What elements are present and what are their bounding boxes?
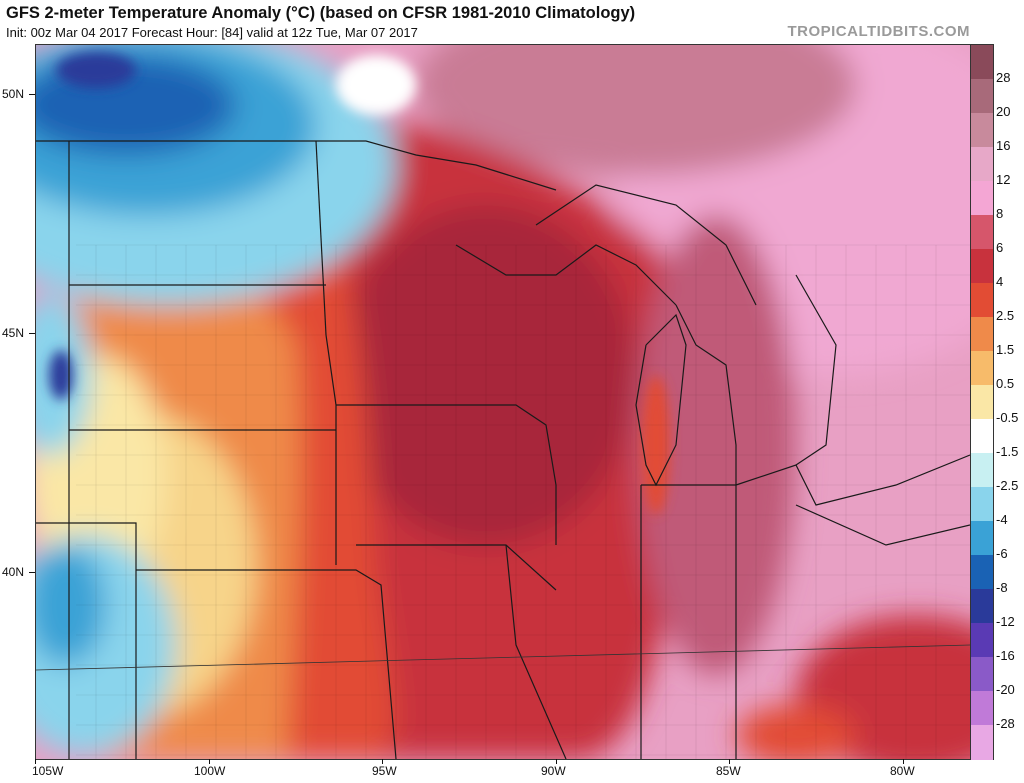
colorbar-label: 6 — [996, 240, 1004, 255]
lat-label-40n: 40N — [2, 565, 25, 579]
colorbar-segment — [971, 453, 993, 488]
colorbar-label: 12 — [996, 172, 1011, 187]
colorbar-label: -0.5 — [996, 410, 1019, 425]
colorbar-segment — [971, 147, 993, 182]
lon-tick — [903, 759, 904, 764]
lon-tick — [729, 759, 730, 764]
colorbar-label: -6 — [996, 546, 1008, 561]
colorbar-label: 2.5 — [996, 308, 1015, 323]
colorbar-label: -2.5 — [996, 478, 1019, 493]
lat-tick — [29, 572, 35, 573]
lon-tick — [35, 759, 36, 764]
colorbar-label: -1.5 — [996, 444, 1019, 459]
colorbar-label: 16 — [996, 138, 1011, 153]
lon-tick — [556, 759, 557, 764]
colorbar-label: 0.5 — [996, 376, 1015, 391]
map-area — [35, 44, 971, 760]
colorbar-segment — [971, 725, 993, 760]
lon-label-100w: 100W — [194, 764, 226, 778]
colorbar-segment — [971, 45, 993, 80]
header: GFS 2-meter Temperature Anomaly (°C) (ba… — [0, 0, 1024, 44]
lon-tick — [382, 759, 383, 764]
lat-label-50n: 50N — [2, 87, 25, 101]
colorbar-segment — [971, 419, 993, 454]
colorbar-segment — [971, 691, 993, 726]
colorbar-segment — [971, 283, 993, 318]
colorbar-label: 4 — [996, 274, 1004, 289]
colorbar-segment — [971, 657, 993, 692]
colorbar-segment — [971, 555, 993, 590]
lon-label-105w: 105W — [32, 764, 64, 778]
colorbar-segment — [971, 317, 993, 352]
colorbar-segment — [971, 181, 993, 216]
colorbar-label: 20 — [996, 104, 1011, 119]
colorbar-label: 28 — [996, 70, 1011, 85]
lon-label-80w: 80W — [890, 764, 915, 778]
colorbar-segment — [971, 487, 993, 522]
colorbar — [970, 44, 994, 760]
map-title: GFS 2-meter Temperature Anomaly (°C) (ba… — [6, 4, 636, 22]
colorbar-label: -28 — [996, 716, 1015, 731]
map-subtitle: Init: 00z Mar 04 2017 Forecast Hour: [84… — [6, 25, 418, 40]
lat-tick — [29, 94, 35, 95]
lat-tick — [29, 333, 35, 334]
colorbar-segment — [971, 215, 993, 250]
lon-label-95w: 95W — [372, 764, 397, 778]
colorbar-label: 1.5 — [996, 342, 1015, 357]
brand-watermark: TROPICALTIDBITS.COM — [787, 23, 970, 40]
colorbar-segment — [971, 249, 993, 284]
colorbar-segment — [971, 79, 993, 114]
colorbar-label: -12 — [996, 614, 1015, 629]
colorbar-label: -20 — [996, 682, 1015, 697]
lat-label-45n: 45N — [2, 326, 25, 340]
colorbar-segment — [971, 589, 993, 624]
lon-label-90w: 90W — [541, 764, 566, 778]
colorbar-label: -8 — [996, 580, 1008, 595]
colorbar-label: 8 — [996, 206, 1004, 221]
colorbar-label: -4 — [996, 512, 1008, 527]
anomaly-field — [36, 45, 970, 759]
lon-label-85w: 85W — [716, 764, 741, 778]
lon-tick — [209, 759, 210, 764]
colorbar-segment — [971, 521, 993, 556]
colorbar-segment — [971, 385, 993, 420]
colorbar-segment — [971, 113, 993, 148]
colorbar-label: -16 — [996, 648, 1015, 663]
colorbar-segment — [971, 351, 993, 386]
colorbar-segment — [971, 623, 993, 658]
